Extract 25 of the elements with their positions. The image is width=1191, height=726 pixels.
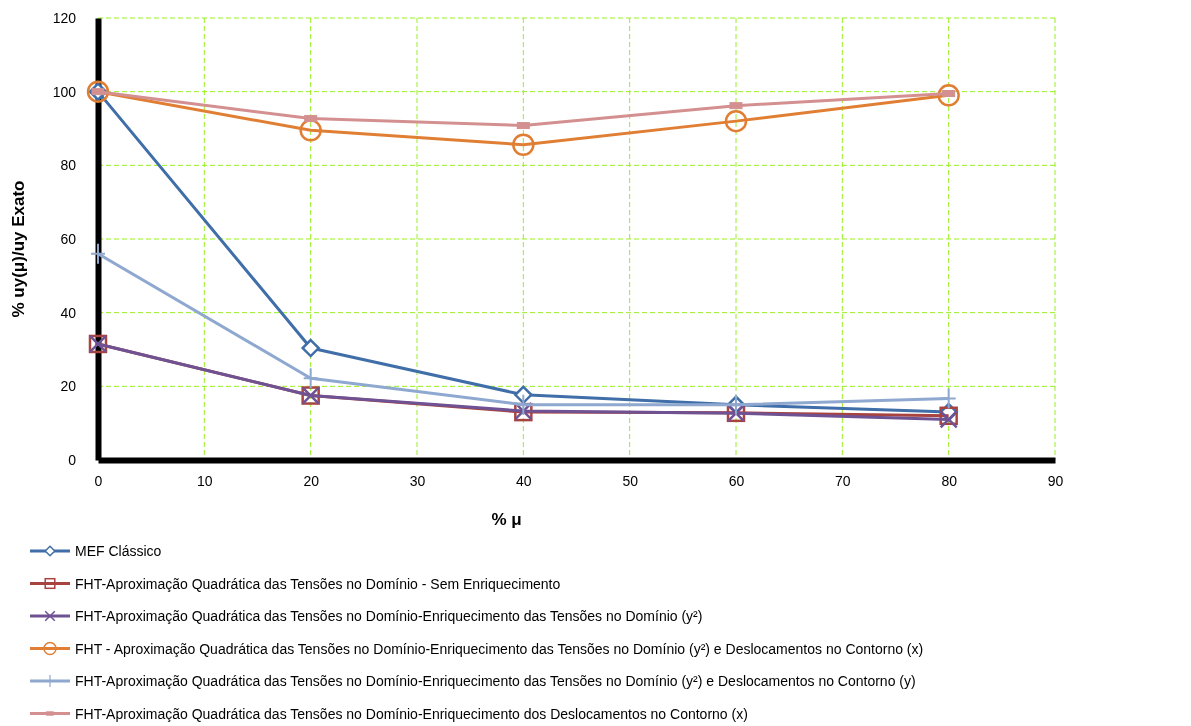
legend-label: MEF Clássico — [75, 543, 162, 559]
x-tick-label: 70 — [835, 472, 851, 489]
x-tick-label: 20 — [303, 472, 320, 489]
x-tick-label: 90 — [1047, 472, 1064, 489]
x-tick-label: 40 — [516, 472, 532, 489]
x-tick-label: 50 — [622, 472, 639, 489]
x-tick-label: 30 — [409, 472, 426, 489]
legend-label: FHT-Aproximação Quadrática das Tensões no Domínio - Sem Enriquecimento — [75, 575, 561, 592]
legend-label: FHT - Aproximação Quadrática das Tensões no Domínio-Enriquecimento das Tensões no Domínio (y²) e Deslocamentos no Contorno (x) — [75, 640, 924, 657]
legend-label: FHT-Aproximação Quadrática das Tensões no Domínio-Enriquecimento das Tensões no Domínio (y²) — [75, 608, 703, 624]
x-tick-label: 0 — [94, 472, 103, 489]
x-tick-label: 10 — [197, 472, 213, 489]
y-axis-title: % uy(μ)/uy Exato — [9, 180, 28, 318]
y-tick-label: 20 — [60, 378, 77, 395]
x-tick-label: 60 — [728, 472, 745, 489]
y-tick-label: 40 — [60, 304, 77, 321]
y-tick-label: 60 — [60, 230, 77, 247]
legend-label: FHT-Aproximação Quadrática das Tensões no Domínio-Enriquecimento das Tensões no Domínio (y²) e Deslocamentos no Contorno (y) — [75, 673, 916, 689]
y-tick-label: 120 — [52, 9, 77, 26]
y-tick-label: 80 — [60, 157, 77, 174]
x-axis-title: % μ — [491, 510, 522, 529]
y-tick-label: 0 — [68, 451, 77, 468]
x-tick-label: 80 — [941, 472, 958, 489]
y-tick-label: 100 — [52, 83, 77, 100]
legend-label: FHT-Aproximação Quadrática das Tensões no Domínio-Enriquecimento dos Deslocamentos no Contorno (x) — [75, 705, 748, 722]
